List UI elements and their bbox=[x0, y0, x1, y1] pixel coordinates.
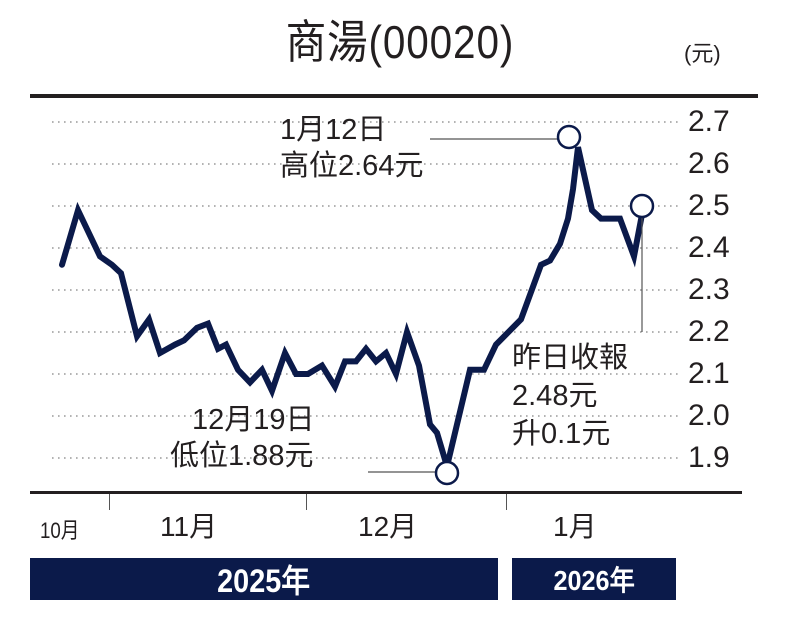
month-label-nov: 11月 bbox=[160, 511, 218, 542]
high-marker bbox=[556, 124, 582, 150]
close-change-label: 升0.1元 bbox=[512, 418, 611, 450]
y-tick-label: 2.5 bbox=[688, 189, 730, 222]
y-tick-label: 2.1 bbox=[688, 357, 730, 390]
month-label-dec: 12月 bbox=[358, 511, 418, 542]
close-title-label: 昨日收報 bbox=[512, 342, 629, 374]
chart-title: 商湯(00020) bbox=[285, 16, 515, 68]
month-tick bbox=[306, 494, 307, 510]
month-tick bbox=[109, 494, 110, 510]
low-marker bbox=[434, 460, 460, 486]
y-tick-label: 2.6 bbox=[688, 147, 730, 180]
low-date-label: 12月19日 bbox=[192, 404, 315, 436]
close-marker bbox=[629, 193, 655, 219]
year-label-2026: 2026年 bbox=[553, 565, 635, 596]
close-value-label: 2.48元 bbox=[512, 380, 598, 412]
y-tick-label: 1.9 bbox=[688, 441, 730, 474]
low-value-label: 低位1.88元 bbox=[170, 440, 314, 472]
month-label-jan: 1月 bbox=[553, 511, 597, 542]
month-tick bbox=[506, 494, 507, 510]
y-tick-label: 2.7 bbox=[688, 105, 730, 138]
year-label-2025: 2025年 bbox=[217, 563, 311, 599]
y-tick-label: 2.4 bbox=[688, 231, 730, 264]
y-tick-label: 2.2 bbox=[688, 315, 730, 348]
high-value-label: 高位2.64元 bbox=[280, 150, 424, 182]
month-label-oct: 10月 bbox=[40, 518, 80, 543]
top-rule bbox=[30, 94, 758, 98]
year-band-2026: 2026年 bbox=[512, 558, 676, 600]
year-band-2025: 2025年 bbox=[30, 558, 498, 600]
price-line bbox=[59, 146, 645, 478]
x-axis-rule bbox=[30, 491, 742, 494]
unit-label: (元) bbox=[684, 41, 721, 66]
y-tick-label: 2.0 bbox=[688, 399, 730, 432]
high-date-label: 1月12日 bbox=[280, 114, 387, 146]
y-tick-label: 2.3 bbox=[688, 273, 730, 306]
